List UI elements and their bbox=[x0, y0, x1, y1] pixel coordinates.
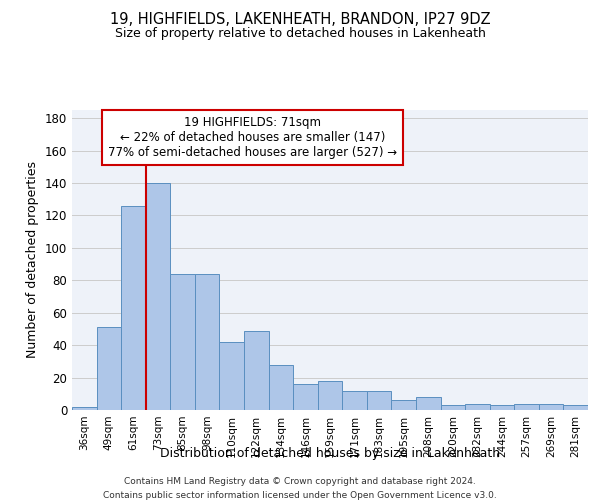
Bar bbox=[416, 397, 440, 410]
Bar bbox=[269, 364, 293, 410]
Bar bbox=[367, 390, 391, 410]
Text: 19 HIGHFIELDS: 71sqm
← 22% of detached houses are smaller (147)
77% of semi-deta: 19 HIGHFIELDS: 71sqm ← 22% of detached h… bbox=[108, 116, 397, 159]
Text: Contains HM Land Registry data © Crown copyright and database right 2024.: Contains HM Land Registry data © Crown c… bbox=[124, 478, 476, 486]
Bar bbox=[391, 400, 416, 410]
Bar bbox=[72, 407, 97, 410]
Bar bbox=[97, 328, 121, 410]
Bar bbox=[170, 274, 195, 410]
Bar bbox=[195, 274, 220, 410]
Bar bbox=[146, 183, 170, 410]
Text: Size of property relative to detached houses in Lakenheath: Size of property relative to detached ho… bbox=[115, 28, 485, 40]
Bar bbox=[465, 404, 490, 410]
Bar bbox=[121, 206, 146, 410]
Bar bbox=[342, 390, 367, 410]
Bar bbox=[490, 405, 514, 410]
Bar bbox=[514, 404, 539, 410]
Bar bbox=[244, 330, 269, 410]
Text: Distribution of detached houses by size in Lakenheath: Distribution of detached houses by size … bbox=[160, 448, 500, 460]
Bar bbox=[563, 405, 588, 410]
Text: Contains public sector information licensed under the Open Government Licence v3: Contains public sector information licen… bbox=[103, 491, 497, 500]
Bar bbox=[293, 384, 318, 410]
Bar bbox=[220, 342, 244, 410]
Y-axis label: Number of detached properties: Number of detached properties bbox=[26, 162, 39, 358]
Text: 19, HIGHFIELDS, LAKENHEATH, BRANDON, IP27 9DZ: 19, HIGHFIELDS, LAKENHEATH, BRANDON, IP2… bbox=[110, 12, 490, 28]
Bar bbox=[318, 381, 342, 410]
Bar bbox=[539, 404, 563, 410]
Bar bbox=[440, 405, 465, 410]
